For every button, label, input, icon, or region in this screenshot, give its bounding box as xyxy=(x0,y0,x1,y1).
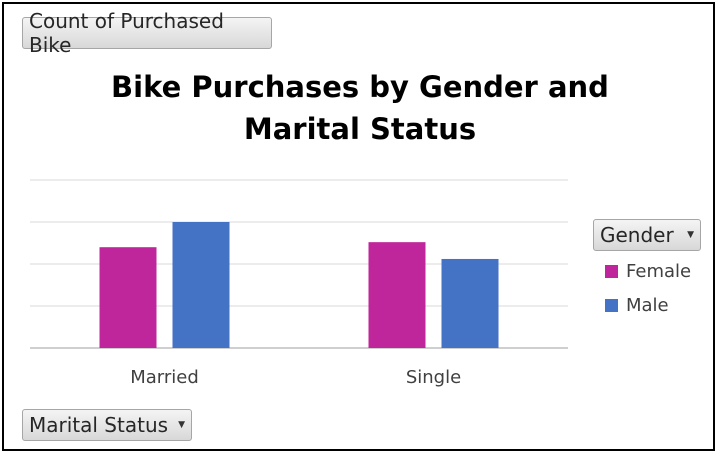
marital-status-field-button[interactable]: Marital Status ▼ xyxy=(22,409,192,441)
category-labels: Married Single xyxy=(130,367,461,388)
chart-title: Bike Purchases by Gender and Marital Sta… xyxy=(111,70,609,146)
legend-item-male: Male xyxy=(605,295,669,316)
category-label-married: Married xyxy=(130,367,199,388)
value-field-label: Count of Purchased Bike xyxy=(29,9,224,57)
legend-swatch-male xyxy=(605,299,618,312)
gender-field-label: Gender xyxy=(600,223,674,247)
dropdown-arrow-icon: ▼ xyxy=(687,230,694,240)
marital-status-field-label: Marital Status xyxy=(29,413,169,437)
dropdown-arrow-icon: ▼ xyxy=(178,420,185,430)
value-field-button[interactable]: Count of Purchased Bike xyxy=(22,9,272,57)
legend-label-male: Male xyxy=(626,295,669,316)
category-label-single: Single xyxy=(406,367,461,388)
bars xyxy=(99,222,499,348)
bar-married-female[interactable] xyxy=(99,247,157,348)
bar-single-male[interactable] xyxy=(441,258,499,348)
legend-swatch-female xyxy=(605,265,618,278)
bar-single-female[interactable] xyxy=(368,242,426,348)
legend-item-female: Female xyxy=(605,261,691,282)
bar-married-male[interactable] xyxy=(172,222,230,348)
legend-label-female: Female xyxy=(626,261,692,282)
gender-field-button[interactable]: Gender ▼ xyxy=(593,219,701,251)
